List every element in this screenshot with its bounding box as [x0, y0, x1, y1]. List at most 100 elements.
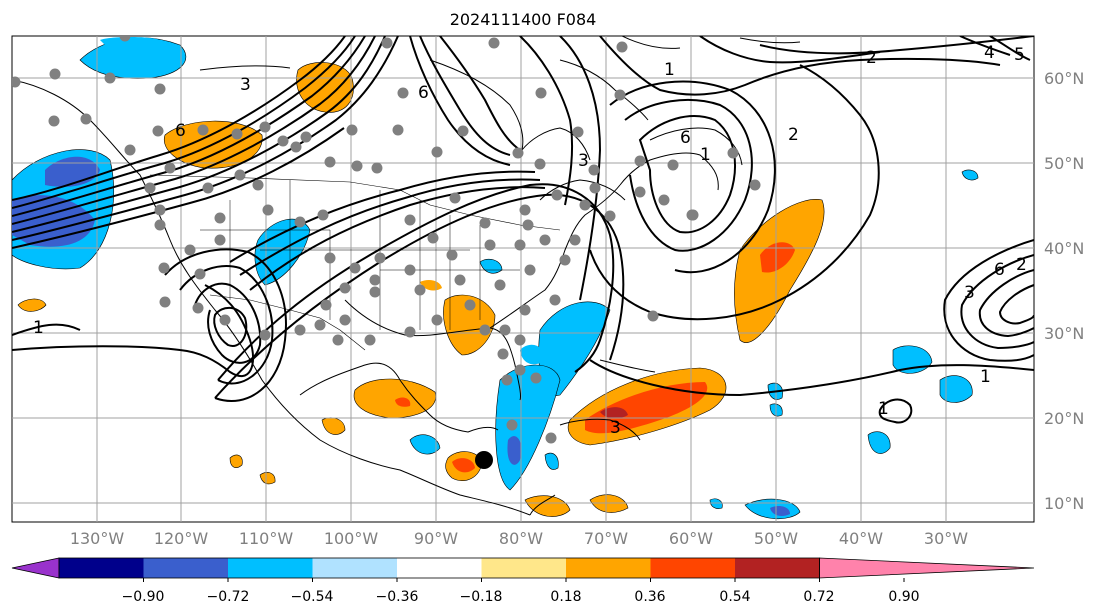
station-dot: [589, 182, 601, 194]
station-dot: [300, 131, 312, 143]
station-dot: [427, 232, 439, 244]
contour-label: 1: [664, 60, 675, 80]
lat-label: 60°N: [1044, 69, 1084, 88]
lon-label: 110°W: [239, 529, 294, 548]
station-dot: [519, 304, 531, 316]
station-dot: [346, 124, 358, 136]
contour-label: 2: [788, 125, 799, 145]
station-dot: [588, 164, 600, 176]
station-dot: [374, 252, 386, 264]
station-dots: [12, 36, 761, 444]
colorbar-tick-label: −0.90: [122, 589, 165, 605]
station-dot: [488, 37, 500, 49]
contour-label: 3: [240, 75, 251, 95]
station-dot: [197, 124, 209, 136]
station-dot: [658, 194, 670, 206]
station-dot: [48, 115, 60, 127]
contour-label: 3: [964, 283, 975, 303]
contours: [12, 36, 1034, 424]
station-dot: [154, 219, 166, 231]
lon-label: 30°W: [924, 529, 968, 548]
station-dot: [559, 254, 571, 266]
station-dot: [192, 302, 204, 314]
colorbar-arrow-left: [11, 557, 60, 579]
station-dot: [339, 314, 351, 326]
colorbar-swatch: [228, 558, 313, 578]
station-dot: [317, 209, 329, 221]
station-dot: [431, 146, 443, 158]
lat-label: 30°N: [1044, 324, 1084, 343]
station-dot: [184, 244, 196, 256]
station-dot: [369, 274, 381, 286]
map-title: 2024111400 F084: [450, 10, 597, 29]
station-dot: [404, 264, 416, 276]
station-dot: [616, 41, 628, 53]
lon-label: 60°W: [669, 529, 713, 548]
station-dot: [214, 234, 226, 246]
station-dot: [144, 182, 156, 194]
station-dot: [524, 264, 536, 276]
colorbar-swatch: [59, 558, 144, 578]
contour-label-group: 1 1 1 1 1 2 2 2 3 3 3 4 5 6 6 6 6 3: [33, 43, 1027, 438]
lon-label: 130°W: [70, 529, 125, 548]
contour-label: 3: [578, 151, 589, 171]
colorbar-outline: [58, 557, 820, 579]
colorbar-swatch: [312, 558, 398, 578]
lon-label: 90°W: [414, 529, 458, 548]
colorbar-tick-label: −0.54: [291, 589, 334, 605]
station-dot: [539, 234, 551, 246]
station-dot: [667, 159, 679, 171]
station-dot: [349, 262, 361, 274]
station-dot: [231, 128, 243, 140]
station-dot: [647, 310, 659, 322]
station-dot: [519, 204, 531, 216]
colorbar-tick-label: 0.18: [550, 589, 581, 605]
station-dot: [371, 162, 383, 174]
station-dot: [551, 189, 563, 201]
station-dot: [259, 121, 271, 133]
station-dot: [727, 147, 739, 159]
lat-label: 10°N: [1044, 494, 1084, 513]
contour-label: 6: [418, 83, 429, 103]
station-dot: [124, 144, 136, 156]
station-dot: [324, 156, 336, 168]
contour-label: 1: [980, 367, 991, 387]
station-dot: [104, 72, 116, 84]
station-dot: [294, 216, 306, 228]
station-dot: [549, 294, 561, 306]
contour-label: 1: [878, 399, 889, 419]
station-dot: [499, 324, 511, 336]
contour-label: 6: [994, 260, 1005, 280]
colorbar-swatch: [650, 558, 736, 578]
station-dot: [154, 83, 166, 95]
station-dot: [530, 372, 542, 384]
station-dot: [159, 296, 171, 308]
station-dot: [158, 262, 170, 274]
colorbar-swatch: [143, 558, 229, 578]
colorbar-tick-label: 0.36: [634, 589, 665, 605]
contour-label: 2: [1016, 255, 1027, 275]
station-dot: [514, 364, 526, 376]
station-dot: [259, 329, 271, 341]
latitude-labels: 60°N 50°N 40°N 30°N 20°N 10°N: [1044, 69, 1084, 513]
colorbar-tick-label: −0.36: [376, 589, 419, 605]
station-dot: [369, 286, 381, 298]
station-dot: [320, 299, 332, 311]
station-dot: [332, 334, 344, 346]
colorbar-tick-label: −0.72: [207, 589, 250, 605]
colorbar-tick-label: 0.72: [803, 589, 834, 605]
station-dot: [514, 239, 526, 251]
station-dot: [497, 348, 509, 360]
station-dot: [534, 158, 546, 170]
colorbar-swatch: [397, 558, 482, 578]
contour-label: 2: [866, 48, 877, 68]
station-dot: [49, 68, 61, 80]
colorbar-tick-label: 0.54: [719, 589, 750, 605]
station-dot: [290, 141, 302, 153]
colorbar-swatch: [566, 558, 651, 578]
contour-label: 6: [680, 128, 691, 148]
station-dot: [446, 249, 458, 261]
station-dot: [414, 284, 426, 296]
colorbar-swatch: [481, 558, 567, 578]
station-dot: [392, 124, 404, 136]
